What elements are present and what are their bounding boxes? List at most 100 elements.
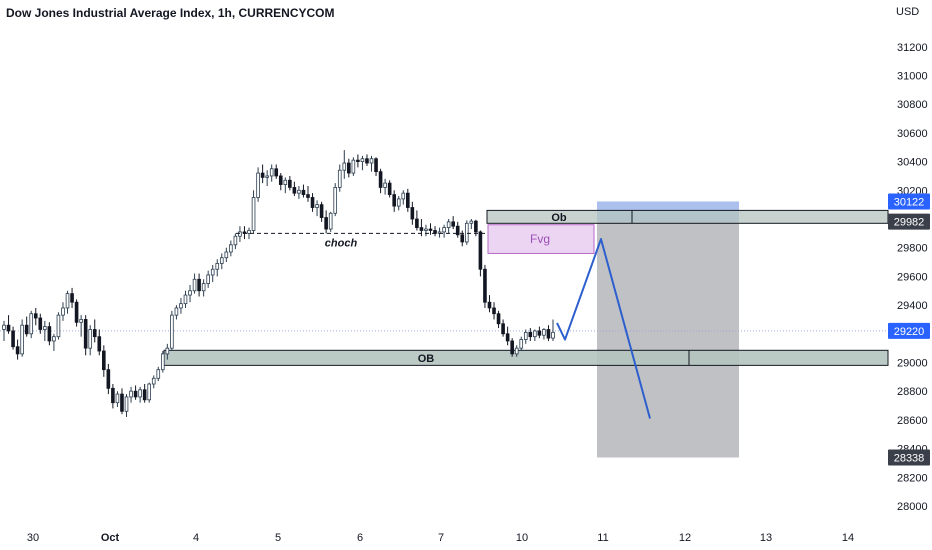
candle-body	[247, 230, 251, 234]
candle-body	[283, 179, 288, 185]
annotation-zones	[0, 201, 889, 458]
candle-body	[510, 340, 514, 355]
price-label-text: 28338	[894, 452, 925, 464]
candle-body	[519, 339, 524, 349]
candle-body	[206, 274, 210, 284]
price-axis[interactable]: 2800028200284002860028800290002920029400…	[897, 42, 928, 513]
candle-body	[129, 390, 133, 398]
candle-body	[464, 222, 469, 243]
candlestick-series	[2, 150, 555, 418]
candle-body	[351, 159, 356, 174]
time-tick-label: 11	[597, 532, 608, 544]
candle-body	[38, 317, 43, 330]
candle-body	[501, 323, 505, 335]
time-tick-label: 30	[27, 532, 39, 544]
ob-top-label: Ob	[551, 212, 567, 224]
candle-body	[11, 330, 15, 348]
time-tick-label: 10	[516, 532, 528, 544]
candle-body	[174, 307, 179, 316]
candle-body	[360, 158, 365, 162]
candle-body	[306, 194, 310, 198]
candle-body	[170, 314, 174, 349]
candle-body	[455, 225, 460, 236]
candle-body	[56, 314, 61, 338]
candle-body	[369, 158, 374, 164]
candle-body	[201, 283, 206, 292]
candle-body	[446, 221, 451, 229]
currency-label: USD	[896, 6, 920, 18]
time-tick-label: Oct	[101, 532, 120, 544]
candle-body	[337, 169, 342, 188]
candle-body	[229, 244, 233, 253]
candle-body	[528, 331, 533, 338]
candle-body	[179, 303, 183, 309]
candle-body	[219, 257, 224, 264]
candle-body	[310, 197, 315, 208]
candle-body	[315, 204, 319, 208]
candle-body	[523, 331, 528, 340]
candle-body	[92, 329, 97, 338]
price-label-box	[888, 193, 930, 210]
candle-body	[147, 383, 151, 401]
projection-path	[556, 238, 651, 419]
candle-body	[374, 158, 378, 173]
candle-body	[297, 189, 301, 194]
candle-body	[24, 324, 29, 335]
candle-body	[197, 278, 201, 292]
candle-body	[106, 369, 111, 389]
candle-body	[215, 263, 220, 270]
candle-body	[505, 333, 510, 342]
candle-body	[88, 329, 93, 349]
candle-body	[156, 369, 161, 379]
candle-body	[378, 171, 383, 188]
candle-body	[487, 301, 492, 309]
candle-body	[83, 319, 88, 349]
price-tick-label: 28600	[897, 415, 928, 427]
candle-body	[288, 179, 292, 188]
candle-body	[496, 313, 501, 325]
price-label-box	[888, 322, 930, 339]
candle-body	[419, 227, 424, 231]
candle-body	[514, 347, 519, 355]
candle-body	[151, 377, 156, 385]
price-tick-label: 28000	[897, 501, 928, 513]
candle-body	[210, 268, 215, 276]
time-tick-label: 7	[438, 532, 444, 544]
candle-body	[406, 192, 410, 208]
candle-body	[278, 175, 283, 185]
price-label-box	[888, 213, 930, 230]
candle-body	[383, 182, 387, 188]
candle-body	[542, 329, 546, 336]
candle-body	[533, 330, 537, 338]
fvg-zone	[487, 224, 595, 254]
candle-body	[387, 182, 392, 196]
candle-body	[492, 307, 496, 315]
candle-body	[342, 162, 347, 171]
candle-body	[478, 231, 483, 270]
time-tick-label: 4	[193, 532, 199, 544]
candle-body	[260, 172, 265, 178]
candle-body	[392, 194, 397, 207]
price-label-box	[888, 449, 930, 466]
candle-body	[347, 162, 351, 174]
price-label-text: 30122	[894, 196, 925, 208]
price-tick-label: 29600	[897, 271, 928, 283]
candle-body	[442, 227, 446, 233]
candle-body	[319, 204, 324, 218]
order-block-bottom	[163, 349, 889, 366]
fvg-label: Fvg	[530, 232, 550, 246]
candle-body	[274, 168, 279, 177]
candle-body	[469, 220, 474, 224]
time-axis[interactable]: 30 Oct 4 5 6 7 10 11 12 13 14	[27, 532, 854, 544]
candle-body	[52, 336, 56, 342]
price-tick-label: 31200	[897, 42, 928, 54]
candle-body	[70, 293, 74, 303]
price-tick-label: 31000	[897, 71, 928, 83]
price-tick-label: 29800	[897, 243, 928, 255]
price-label-text: 29220	[894, 326, 925, 338]
time-tick-label: 13	[760, 532, 772, 544]
candle-body	[33, 313, 38, 319]
candle-body	[165, 347, 170, 355]
